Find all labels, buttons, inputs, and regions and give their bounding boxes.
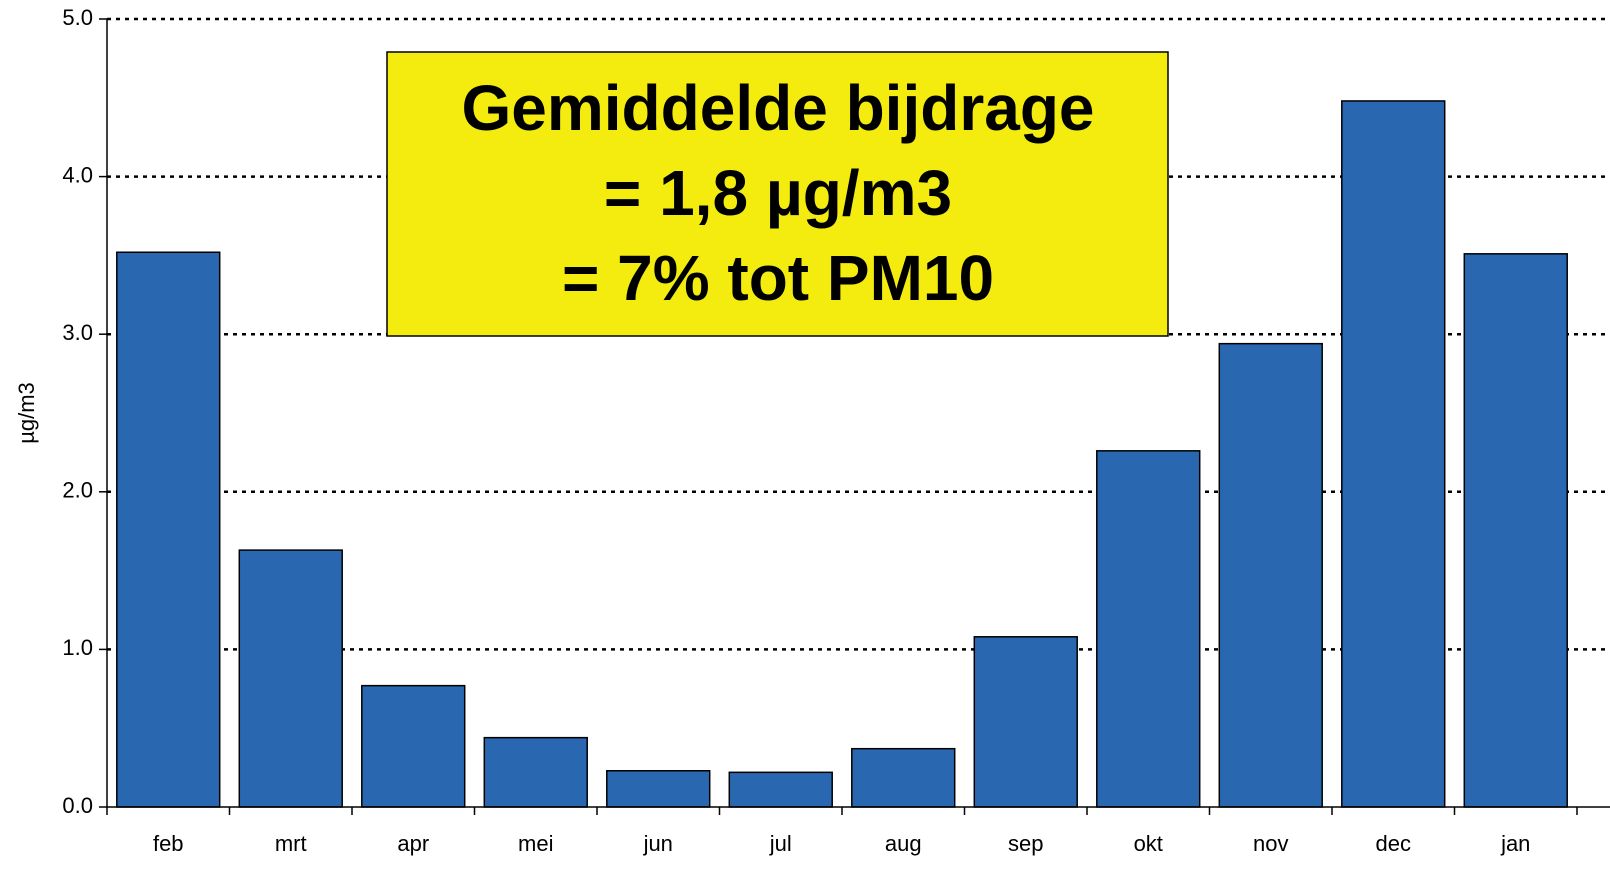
y-tick-label: 1.0 xyxy=(62,635,93,660)
bar xyxy=(1341,100,1446,808)
annotation-text: = 1,8 µg/m3 xyxy=(604,157,952,229)
x-tick-label: jun xyxy=(643,831,673,856)
x-tick-label: feb xyxy=(153,831,184,856)
bar xyxy=(483,736,588,808)
bar xyxy=(728,771,833,808)
y-tick-label: 4.0 xyxy=(62,162,93,187)
bar xyxy=(1463,253,1568,808)
bar xyxy=(1218,342,1323,808)
y-tick-label: 2.0 xyxy=(62,478,93,503)
x-tick-label: apr xyxy=(397,831,429,856)
x-tick-label: mei xyxy=(518,831,553,856)
bar xyxy=(116,251,221,808)
x-tick-label: jul xyxy=(769,831,792,856)
x-tick-label: nov xyxy=(1253,831,1288,856)
x-tick-label: okt xyxy=(1134,831,1163,856)
x-tick-label: aug xyxy=(885,831,922,856)
x-tick-label: mrt xyxy=(275,831,307,856)
y-tick-label: 0.0 xyxy=(62,793,93,818)
x-tick-label: jan xyxy=(1500,831,1530,856)
annotation-text: = 7% tot PM10 xyxy=(562,242,994,314)
bar xyxy=(238,549,343,808)
annotation-text: Gemiddelde bijdrage xyxy=(461,72,1094,144)
annotation-box xyxy=(386,51,1169,337)
x-tick-label: sep xyxy=(1008,831,1043,856)
y-axis-label: µg/m3 xyxy=(14,382,39,444)
y-tick-label: 3.0 xyxy=(62,320,93,345)
bar xyxy=(606,770,711,808)
y-tick-label: 5.0 xyxy=(62,5,93,30)
bar xyxy=(361,684,466,808)
bar xyxy=(973,636,1078,808)
bar xyxy=(851,747,956,808)
x-tick-label: dec xyxy=(1376,831,1411,856)
bar xyxy=(1096,450,1201,808)
